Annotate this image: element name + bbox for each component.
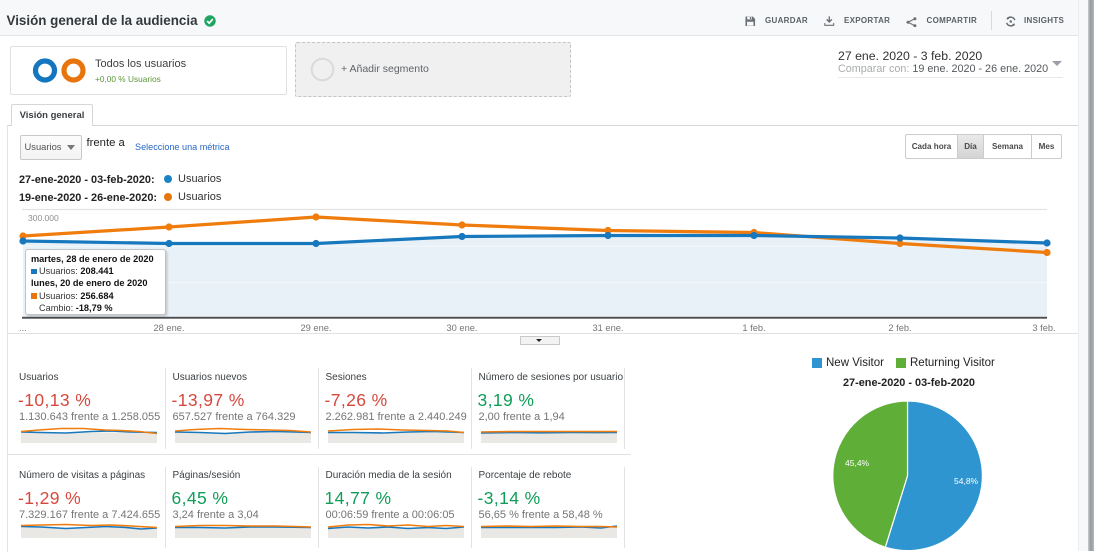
- svg-text:45,4%: 45,4%: [845, 458, 870, 468]
- svg-text:54,8%: 54,8%: [954, 476, 979, 486]
